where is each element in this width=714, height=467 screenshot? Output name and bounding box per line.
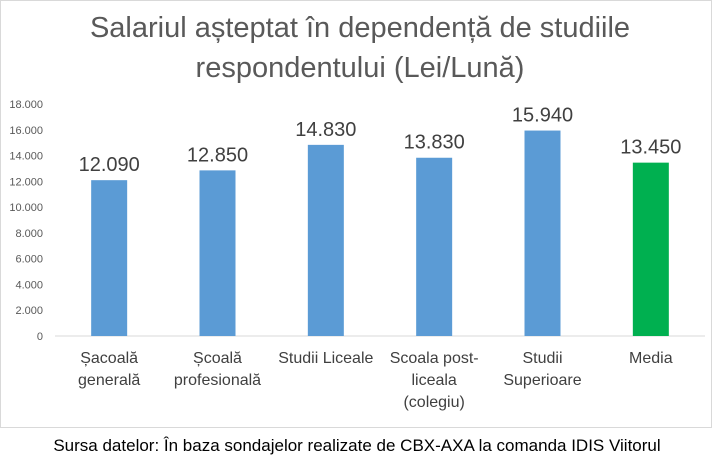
y-tick-label: 8.000 bbox=[15, 228, 43, 240]
value-label: 13.450 bbox=[620, 137, 681, 159]
y-tick-label: 16.000 bbox=[9, 125, 43, 137]
y-tick-label: 14.000 bbox=[9, 151, 43, 163]
bar bbox=[416, 157, 453, 336]
chart-title: Salariul așteptat în dependență de studi… bbox=[89, 12, 631, 84]
value-label: 12.090 bbox=[79, 154, 140, 176]
bar bbox=[199, 170, 236, 336]
x-tick-label: Școală profesională bbox=[173, 350, 262, 389]
bar bbox=[524, 130, 561, 336]
x-tick-label: Media bbox=[629, 350, 673, 367]
value-label: 15.940 bbox=[512, 105, 573, 127]
value-label: 14.830 bbox=[295, 119, 356, 141]
y-tick-label: 6.000 bbox=[15, 254, 43, 266]
y-tick-label: 0 bbox=[37, 331, 43, 343]
x-tick-label: Studii Liceale bbox=[278, 350, 374, 367]
y-tick-label: 10.000 bbox=[9, 202, 43, 214]
bar bbox=[307, 144, 344, 336]
x-tick-label: Șacoală generală bbox=[78, 350, 141, 389]
value-label: 12.850 bbox=[187, 144, 248, 166]
value-label: 13.830 bbox=[404, 132, 465, 154]
y-tick-label: 18.000 bbox=[9, 99, 43, 111]
y-tick-label: 4.000 bbox=[15, 279, 43, 291]
x-tick-label: Scoala post-liceala (colegiu) bbox=[389, 350, 479, 411]
bar bbox=[632, 162, 669, 336]
y-tick-label: 2.000 bbox=[15, 305, 43, 317]
x-tick-label: Studii Superioare bbox=[503, 350, 582, 389]
y-tick-label: 12.000 bbox=[9, 176, 43, 188]
bar bbox=[91, 180, 128, 336]
source-note: Sursa datelor: În baza sondajelor realiz… bbox=[53, 436, 661, 455]
